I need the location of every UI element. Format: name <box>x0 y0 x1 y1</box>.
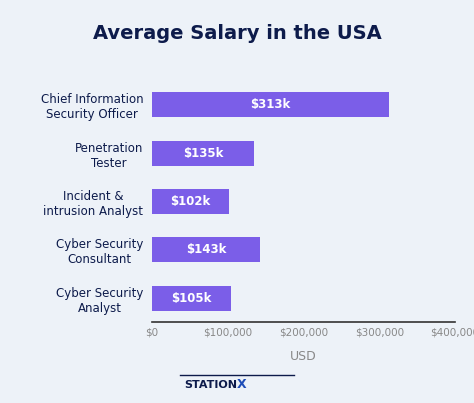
Text: $105k: $105k <box>171 292 212 305</box>
Text: USD: USD <box>290 350 317 363</box>
Text: $313k: $313k <box>250 98 291 111</box>
Bar <box>152 92 389 117</box>
Text: X: X <box>237 378 246 391</box>
Bar <box>152 237 260 262</box>
Bar <box>152 286 231 311</box>
Bar <box>152 141 254 166</box>
Bar <box>152 189 229 214</box>
Text: $143k: $143k <box>186 243 226 256</box>
Text: $135k: $135k <box>182 147 223 160</box>
Text: Average Salary in the USA: Average Salary in the USA <box>92 24 382 43</box>
Text: STATION: STATION <box>184 380 237 390</box>
Text: $102k: $102k <box>170 195 210 208</box>
